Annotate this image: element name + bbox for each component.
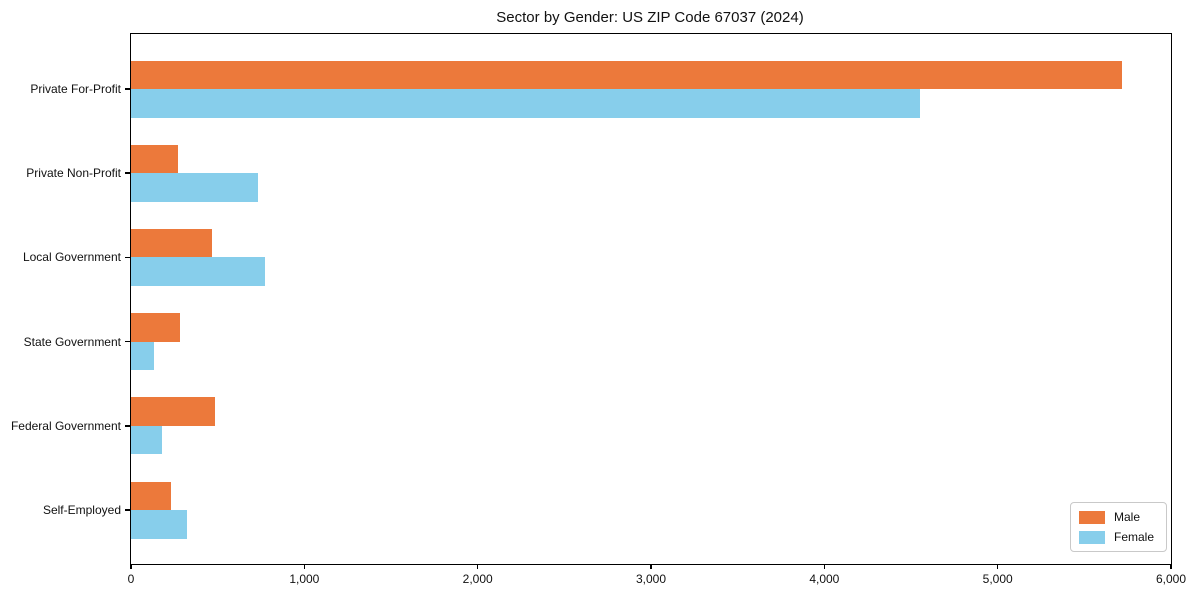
legend-swatch-male (1078, 510, 1105, 524)
bar-male-2 (131, 228, 213, 258)
plot-area: Private For-Profit Private Non-Profit Loca… (11, 33, 1186, 586)
y-category-label: Local Government (22, 250, 121, 265)
x-tick-mark (996, 564, 999, 569)
bar-female-1 (131, 173, 258, 202)
x-tick-label: 1,000 (289, 572, 320, 586)
bar-female-5 (131, 510, 188, 539)
x-tick-label: 2,000 (462, 572, 493, 586)
y-category-label: Private For-Profit (30, 82, 121, 96)
y-tick-mark (125, 340, 131, 343)
x-tick-label: 5,000 (982, 572, 1013, 586)
x-tick-mark (476, 564, 479, 569)
x-tick-mark (650, 564, 652, 569)
x-tick-mark (303, 564, 306, 569)
x-tick-label: 4,000 (809, 572, 840, 586)
y-tick-mark (125, 88, 131, 90)
y-category-label: State Government (23, 334, 121, 349)
y-category-label: Federal Government (10, 418, 121, 433)
bar-female-2 (131, 257, 266, 286)
x-tick-label: 0 (127, 572, 135, 586)
y-tick-mark (125, 425, 131, 427)
x-tick-mark (823, 564, 826, 569)
bar-female-3 (131, 341, 154, 371)
legend-label: Female (1113, 530, 1154, 544)
y-category-label: Self-Employed (42, 503, 121, 517)
y-tick-mark (125, 509, 131, 511)
legend: Male Female (1069, 502, 1167, 552)
x-tick-label: 3,000 (635, 572, 667, 586)
x-tick-mark (130, 564, 132, 569)
chart-title: Sector by Gender: US ZIP Code 67037 (202… (496, 9, 804, 26)
legend-label: Male (1113, 510, 1140, 524)
x-tick-mark (1170, 564, 1172, 569)
legend-swatch-female (1078, 530, 1105, 544)
bar-male-1 (131, 144, 178, 174)
bar-female-4 (131, 425, 163, 455)
bar-male-4 (131, 397, 216, 426)
bar-male-5 (131, 481, 171, 510)
y-category-label: Private Non-Profit (26, 166, 121, 181)
bar-female-0 (131, 89, 920, 118)
y-tick-mark (125, 172, 131, 174)
bar-male-0 (131, 60, 1123, 89)
legend-item-male: Male (1078, 510, 1154, 524)
x-tick-label: 6,000 (1155, 572, 1187, 586)
legend-item-female: Female (1078, 530, 1154, 544)
y-tick-mark (125, 256, 131, 259)
bar-male-3 (131, 313, 180, 342)
